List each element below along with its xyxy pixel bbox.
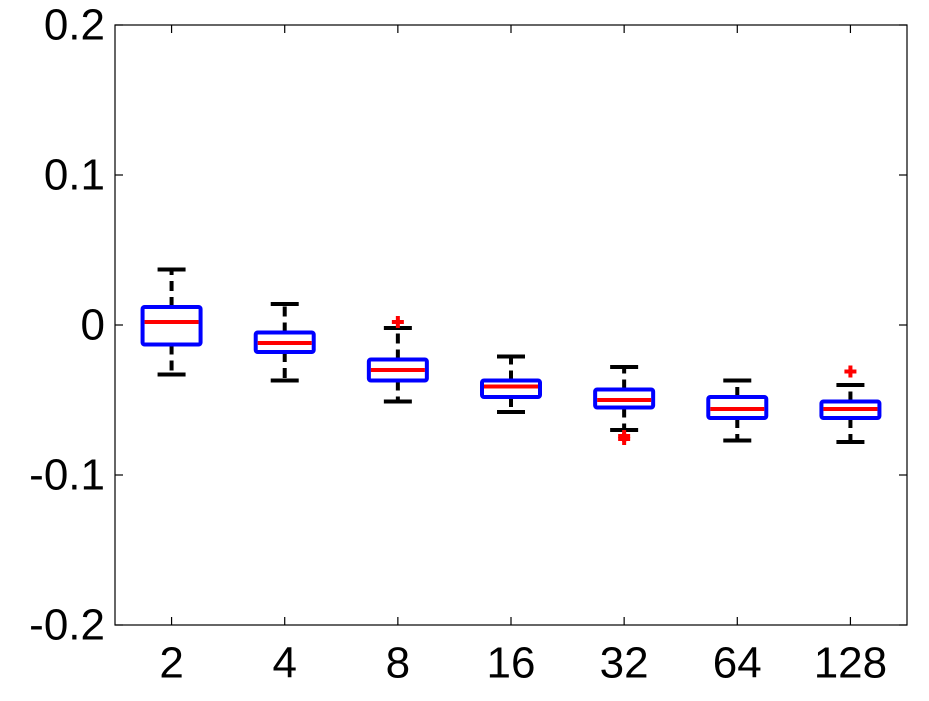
- y-axis: -0.2 -0.1 0 0.1 0.2: [29, 1, 907, 650]
- iqr-box: [593, 387, 656, 410]
- x-tick-label: 4: [272, 639, 296, 688]
- outlier-marker: [391, 316, 404, 328]
- x-tick-label: 64: [713, 639, 762, 688]
- box-64: [706, 378, 769, 443]
- iqr-box: [706, 395, 769, 420]
- y-tick-label: 0.1: [44, 151, 105, 200]
- outlier-marker: [618, 433, 631, 445]
- box-series: [140, 267, 882, 445]
- x-tick-label: 32: [600, 639, 649, 688]
- y-tick-label: -0.2: [29, 601, 105, 650]
- x-tick-label: 16: [487, 639, 536, 688]
- x-tick-label: 128: [814, 639, 887, 688]
- iqr-box: [253, 330, 316, 354]
- box-4: [253, 302, 316, 383]
- iqr-box: [480, 378, 542, 399]
- iqr-box: [366, 357, 429, 383]
- box-32: [593, 365, 656, 445]
- y-tick-label: 0.2: [44, 1, 105, 50]
- iqr-box: [819, 399, 882, 420]
- y-tick-label: 0: [81, 301, 105, 350]
- x-tick-label: 2: [159, 639, 183, 688]
- box-2: [140, 267, 203, 377]
- iqr-box: [140, 305, 203, 347]
- box-16: [480, 354, 542, 414]
- outlier-marker: [844, 365, 857, 378]
- x-tick-label: 8: [386, 639, 410, 688]
- box-8: [366, 316, 429, 404]
- box-128: [819, 365, 882, 444]
- y-tick-label: -0.1: [29, 451, 105, 500]
- x-axis: 2 4 8 16 32 64 128: [159, 25, 887, 688]
